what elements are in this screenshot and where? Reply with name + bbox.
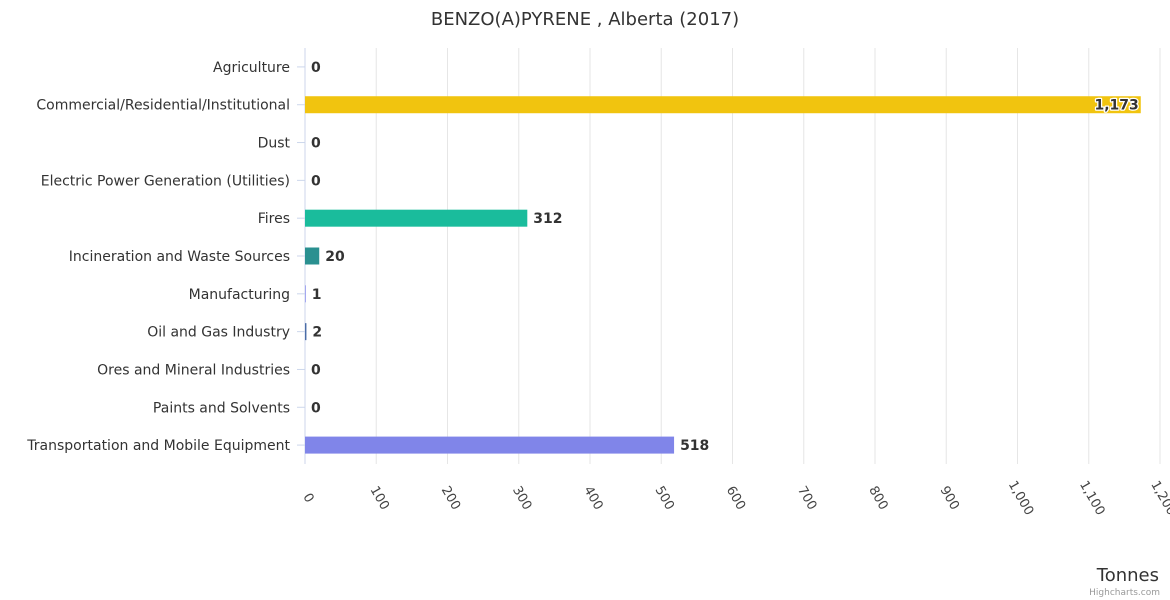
category-label: Commercial/Residential/Institutional <box>36 98 290 114</box>
category-axis <box>297 48 306 464</box>
data-label: 20 <box>325 249 345 265</box>
grid-lines <box>304 48 1161 464</box>
value-tick-labels: 0 100 200 300 400 500 600 700 800 900 1,000 1,100 1,… <box>299 478 1170 518</box>
value-tick-label: 700 <box>794 484 819 513</box>
value-tick-label: 100 <box>367 484 392 513</box>
credits-link[interactable]: Highcharts.com <box>1089 588 1160 598</box>
data-label: 0 <box>311 173 321 189</box>
category-label: Electric Power Generation (Utilities) <box>41 173 290 189</box>
value-tick-label: 400 <box>580 484 605 513</box>
value-tick-label: 900 <box>937 484 962 513</box>
value-tick-label: 500 <box>652 484 677 513</box>
data-label: 1,173 <box>1094 98 1138 114</box>
value-tick-label: 200 <box>438 484 463 513</box>
value-tick-label: 600 <box>723 484 748 513</box>
data-label: 518 <box>680 438 709 454</box>
value-tick-label: 1,100 <box>1076 478 1108 518</box>
bar[interactable] <box>305 436 675 454</box>
bar[interactable] <box>305 209 528 227</box>
value-tick-label: 300 <box>509 484 534 513</box>
value-tick-label: 0 <box>299 491 316 506</box>
category-label: Manufacturing <box>189 287 290 303</box>
data-label: 2 <box>312 325 322 341</box>
category-label: Agriculture <box>213 60 290 76</box>
bar[interactable] <box>305 96 1141 114</box>
chart-title: BENZO(A)PYRENE , Alberta (2017) <box>431 9 739 30</box>
category-label: Dust <box>258 136 291 152</box>
data-label: 0 <box>311 136 321 152</box>
data-label: 0 <box>311 362 321 378</box>
value-tick-label: 800 <box>865 484 890 513</box>
category-label: Incineration and Waste Sources <box>69 249 290 265</box>
data-label: 0 <box>311 60 321 76</box>
data-label: 1 <box>312 287 322 303</box>
bars <box>305 96 1141 454</box>
category-label: Oil and Gas Industry <box>147 325 290 341</box>
category-label: Ores and Mineral Industries <box>97 362 290 378</box>
bar[interactable] <box>305 285 306 303</box>
category-label: Fires <box>258 211 290 227</box>
category-label: Transportation and Mobile Equipment <box>26 438 290 454</box>
value-tick-label: 1,000 <box>1005 478 1037 518</box>
category-label: Paints and Solvents <box>153 400 290 416</box>
bar[interactable] <box>305 323 307 341</box>
value-axis-title: Tonnes <box>1096 565 1159 586</box>
category-labels: Agriculture Commercial/Residential/Instit… <box>26 60 290 454</box>
data-label: 0 <box>311 400 321 416</box>
value-tick-label: 1,200 <box>1147 478 1170 518</box>
data-label: 312 <box>533 211 562 227</box>
bar[interactable] <box>305 247 320 265</box>
